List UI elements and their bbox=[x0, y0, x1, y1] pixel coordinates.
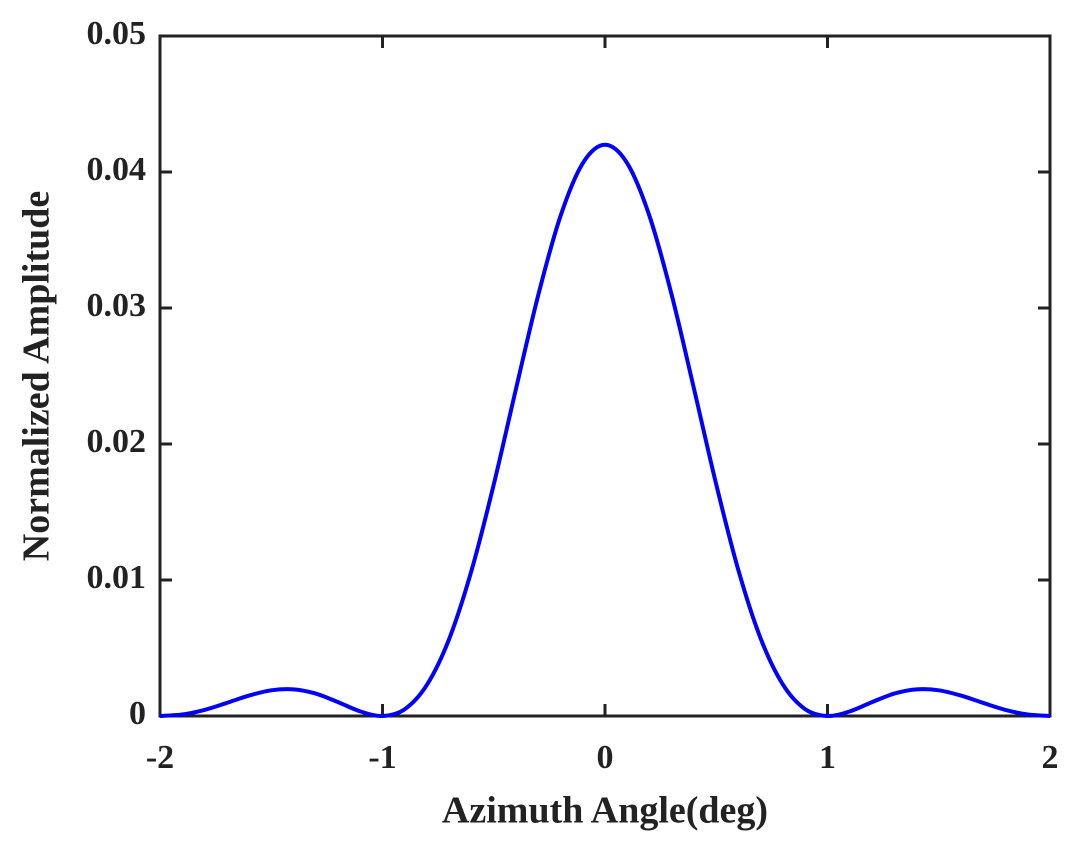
x-tick-label: 0 bbox=[597, 739, 614, 776]
y-tick-label: 0.03 bbox=[87, 287, 147, 324]
y-tick-label: 0 bbox=[129, 695, 146, 732]
y-tick-label: 0.05 bbox=[87, 15, 147, 52]
line-series bbox=[159, 142, 1051, 719]
plot-frame bbox=[158, 34, 1052, 718]
y-tick-label: 0.01 bbox=[87, 559, 147, 596]
x-tick-label: -1 bbox=[368, 739, 396, 776]
x-tick-label: -2 bbox=[146, 739, 174, 776]
y-axis-label: Normalized Amplitude bbox=[16, 191, 58, 561]
y-tick-label: 0.02 bbox=[87, 423, 147, 460]
x-tick-label: 2 bbox=[1042, 739, 1059, 776]
y-tick-label: 0.04 bbox=[87, 151, 147, 188]
x-axis-label: Azimuth Angle(deg) bbox=[442, 790, 768, 832]
x-tick-label: 1 bbox=[819, 739, 836, 776]
